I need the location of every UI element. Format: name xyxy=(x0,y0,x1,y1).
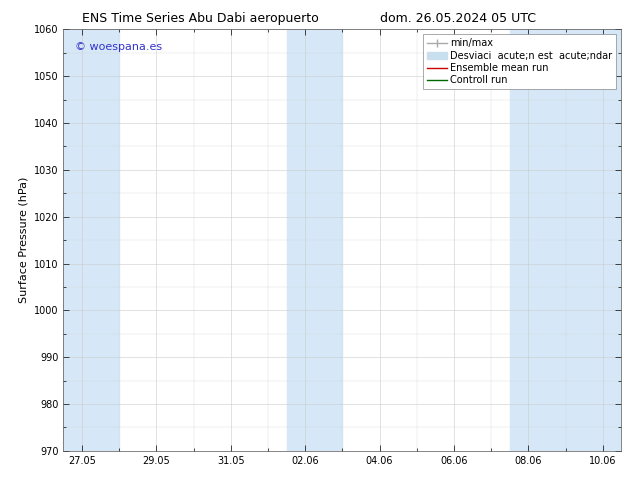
Bar xyxy=(510,29,621,451)
Bar xyxy=(63,29,119,451)
Legend: min/max, Desviaci  acute;n est  acute;ndar, Ensemble mean run, Controll run: min/max, Desviaci acute;n est acute;ndar… xyxy=(424,34,616,89)
Text: ENS Time Series Abu Dabi aeropuerto: ENS Time Series Abu Dabi aeropuerto xyxy=(82,12,319,25)
Text: © woespana.es: © woespana.es xyxy=(75,42,162,52)
Y-axis label: Surface Pressure (hPa): Surface Pressure (hPa) xyxy=(18,177,29,303)
Bar xyxy=(287,29,342,451)
Text: dom. 26.05.2024 05 UTC: dom. 26.05.2024 05 UTC xyxy=(380,12,536,25)
